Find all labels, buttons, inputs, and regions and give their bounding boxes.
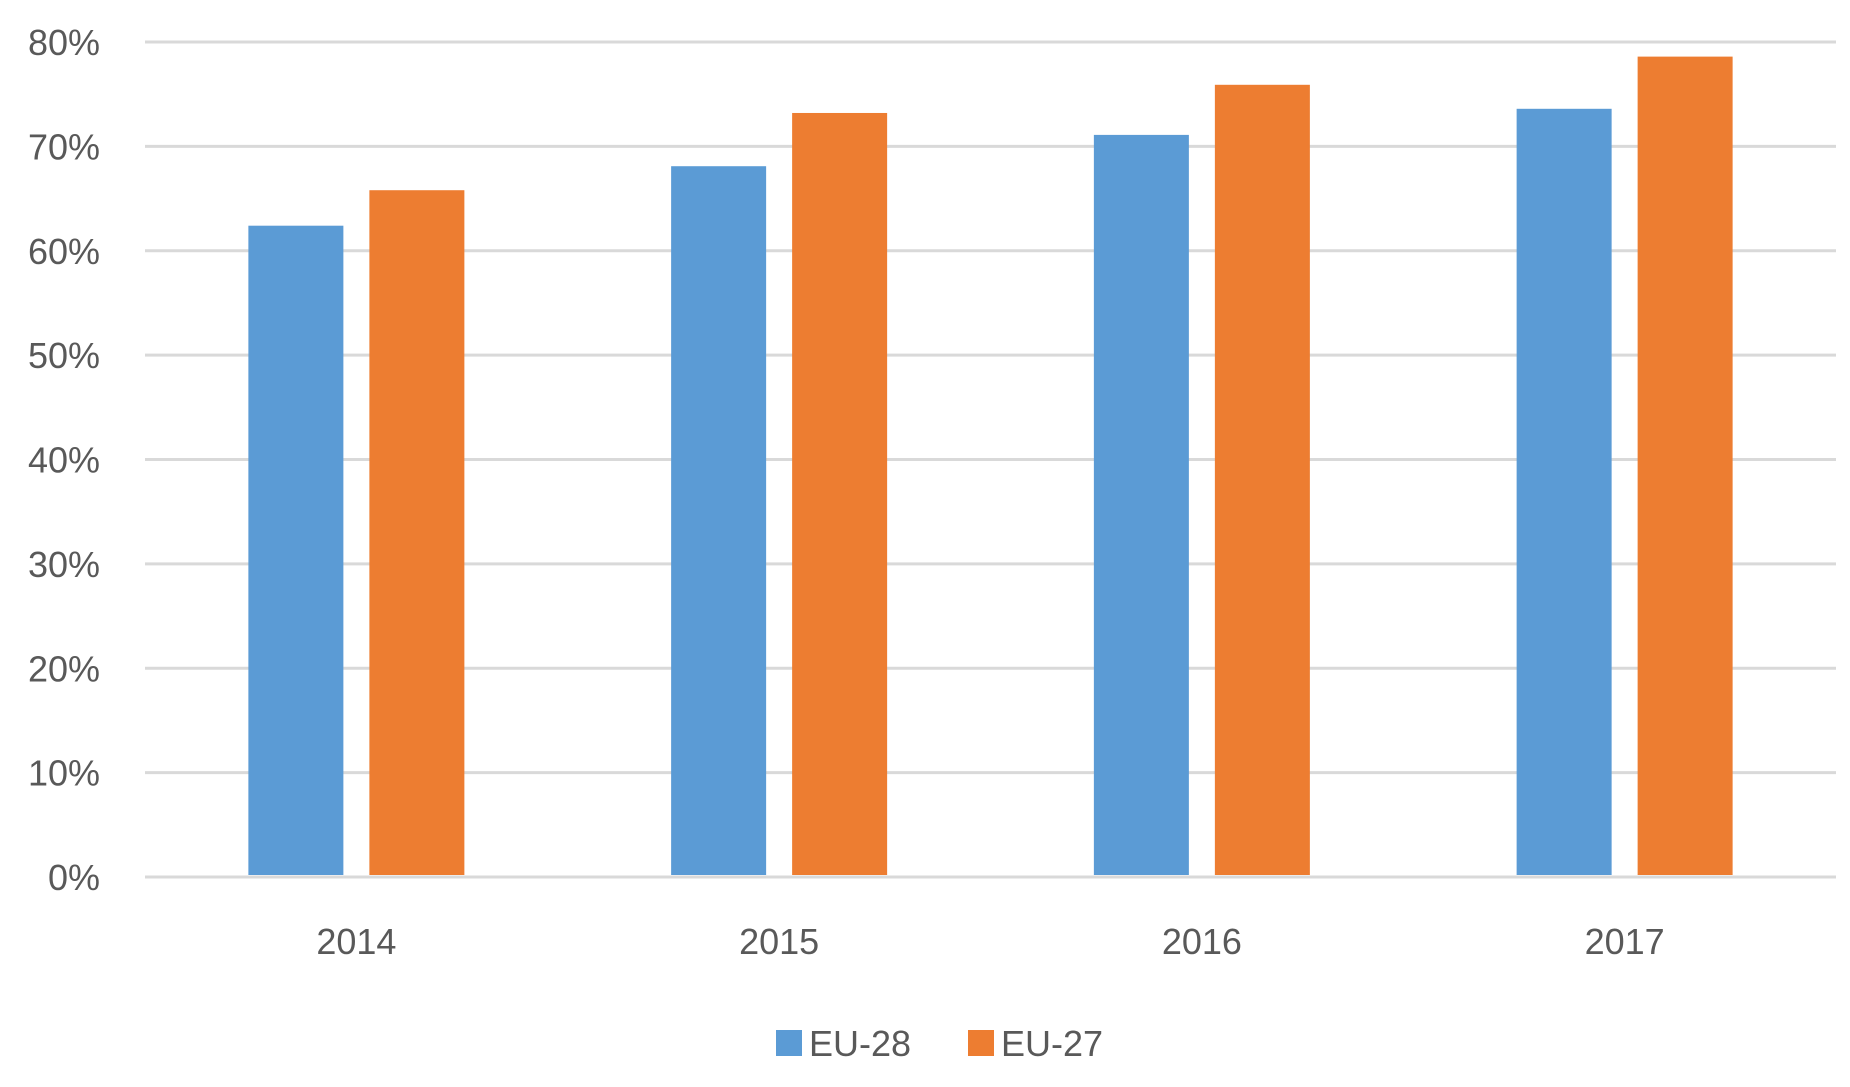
bar-eu-28-2016 [1093, 134, 1189, 876]
legend: EU-28 EU-27 [776, 1023, 1103, 1064]
bar-eu-27-2016 [1214, 84, 1310, 875]
bar-eu-28-2014 [248, 225, 344, 875]
y-axis-labels: 0% 10% 20% 30% 40% 50% 60% 70% 80% [28, 22, 100, 898]
bar-eu-27-2015 [792, 112, 888, 876]
y-tick-label: 30% [28, 544, 100, 585]
x-tick-label: 2015 [739, 921, 819, 962]
x-tick-label: 2017 [1585, 921, 1665, 962]
bars [248, 56, 1733, 876]
y-tick-label: 60% [28, 231, 100, 272]
x-axis-labels: 2014 2015 2016 2017 [316, 921, 1664, 962]
legend-swatch-eu-27 [968, 1030, 994, 1056]
y-tick-label: 80% [28, 22, 100, 63]
y-tick-label: 20% [28, 648, 100, 689]
x-tick-label: 2014 [316, 921, 396, 962]
bar-eu-27-2014 [369, 190, 465, 875]
x-tick-label: 2016 [1162, 921, 1242, 962]
y-tick-label: 50% [28, 335, 100, 376]
y-tick-label: 10% [28, 753, 100, 794]
legend-swatch-eu-28 [776, 1030, 802, 1056]
legend-label: EU-27 [1001, 1023, 1103, 1064]
legend-label: EU-28 [809, 1023, 911, 1064]
y-tick-label: 0% [48, 857, 100, 898]
bar-eu-28-2015 [671, 166, 767, 876]
y-tick-label: 70% [28, 126, 100, 167]
y-tick-label: 40% [28, 440, 100, 481]
bar-eu-28-2017 [1516, 108, 1612, 876]
bar-eu-27-2017 [1637, 56, 1733, 876]
